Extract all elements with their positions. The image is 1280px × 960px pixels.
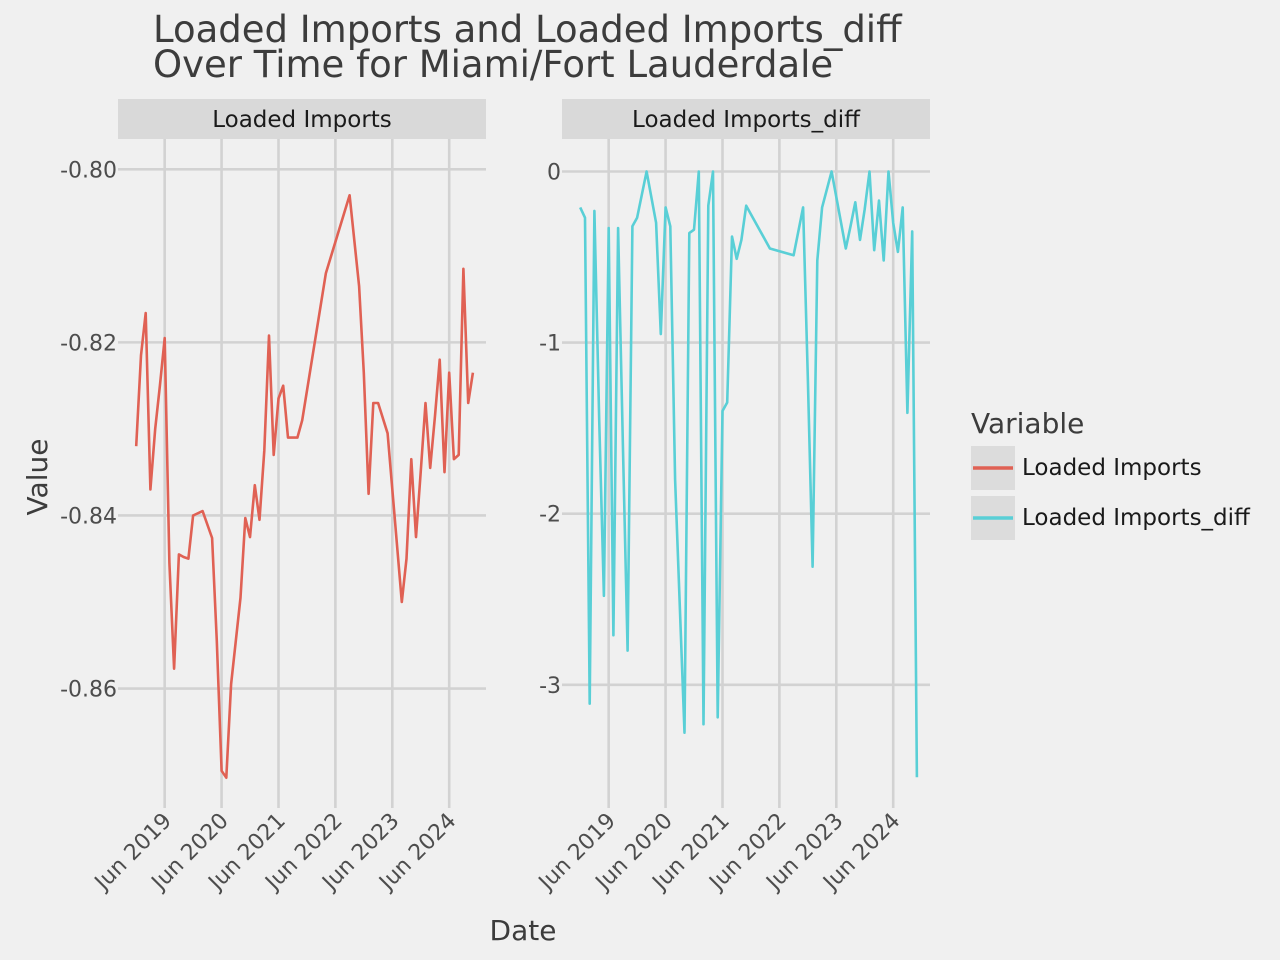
- y-tick-label: -2: [539, 503, 561, 528]
- y-tick-label: -0.84: [60, 504, 117, 529]
- chart-title-line-1: Loaded Imports and Loaded Imports_diff: [153, 8, 903, 51]
- facet-strip: [562, 99, 930, 139]
- series-line-loaded-imports-diff: [579, 170, 919, 778]
- y-tick-label: 0: [547, 161, 561, 186]
- legend-label: Loaded Imports: [1022, 455, 1202, 481]
- x-axis-title: Date: [490, 914, 557, 947]
- legend: Variable Loaded Imports Loaded Imports_di…: [971, 407, 1251, 540]
- y-tick-label: -0.82: [60, 331, 117, 356]
- legend-label: Loaded Imports_diff: [1022, 505, 1251, 531]
- facet-strip-label: Loaded Imports: [212, 107, 392, 133]
- facet-strip-label: Loaded Imports_diff: [632, 107, 861, 133]
- y-tick-label: -0.80: [60, 158, 117, 183]
- y-tick-label: -3: [539, 674, 561, 699]
- y-tick-label: -0.86: [60, 678, 117, 703]
- facet-strip: [118, 99, 486, 139]
- series-line-loaded-imports: [134, 194, 475, 780]
- legend-title: Variable: [971, 407, 1084, 440]
- y-axis-title: Value: [21, 439, 54, 516]
- chart-title-line-2: Over Time for Miami/Fort Lauderdale: [153, 43, 833, 86]
- y-tick-label: -1: [539, 332, 561, 357]
